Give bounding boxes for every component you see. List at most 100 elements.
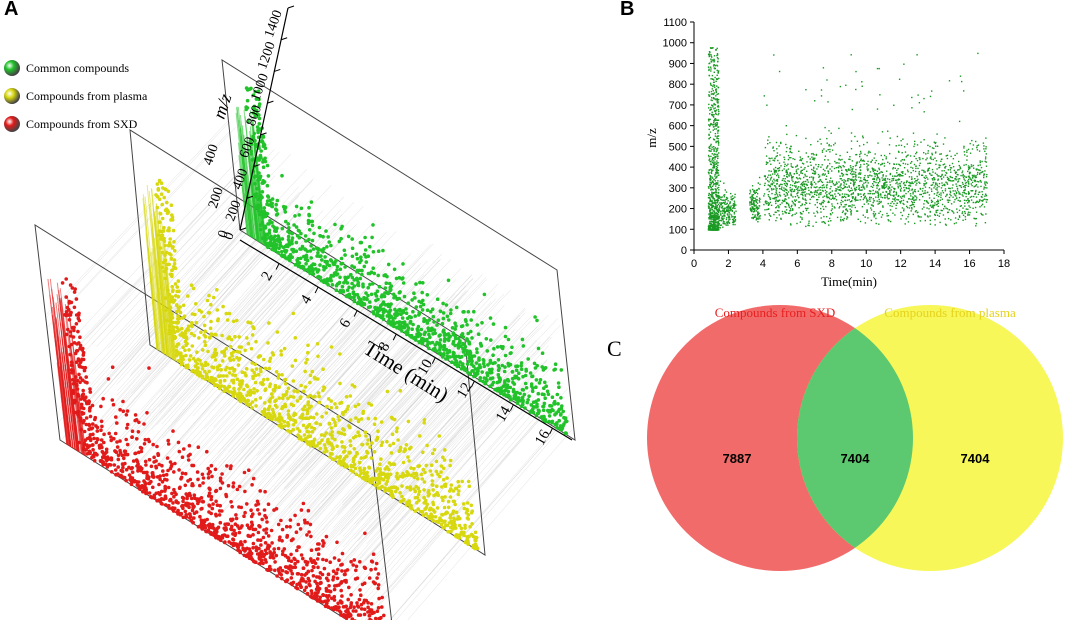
data-point [221, 374, 226, 378]
scatter-point [710, 225, 713, 227]
scatter-point [714, 119, 716, 121]
data-point [409, 315, 414, 320]
scatter-point [717, 101, 719, 103]
data-point [437, 342, 442, 347]
scatter-point [718, 70, 720, 72]
data-point [441, 455, 445, 460]
connector-line [407, 429, 573, 620]
data-point [95, 429, 100, 433]
scatter-point [735, 210, 737, 212]
data-point [311, 272, 316, 276]
data-point [107, 457, 111, 461]
data-point [474, 361, 479, 365]
scatter-point [718, 189, 720, 191]
data-point [196, 366, 200, 370]
data-point [246, 403, 251, 407]
scatter-point [709, 216, 711, 218]
data-point [406, 419, 411, 424]
stem-line [240, 146, 251, 237]
scatter-point [711, 212, 713, 215]
data-point [286, 229, 290, 234]
scatter-point [714, 188, 716, 190]
scatter-point [717, 102, 719, 104]
data-point [457, 489, 461, 493]
data-point [328, 589, 333, 594]
data-point [355, 292, 360, 297]
data-point [413, 314, 418, 318]
data-point [256, 130, 260, 135]
data-point [113, 449, 117, 453]
data-point [243, 489, 247, 494]
connector-line [349, 367, 531, 572]
stem-line [158, 268, 168, 356]
data-point [357, 460, 362, 465]
data-point [355, 604, 360, 608]
data-point [475, 323, 480, 327]
data-point [374, 561, 379, 566]
data-point [380, 484, 384, 489]
data-point [321, 234, 325, 239]
mz-tick [280, 37, 288, 41]
data-point [174, 320, 179, 325]
data-point [262, 413, 266, 417]
data-point [150, 495, 154, 500]
data-point [283, 382, 288, 386]
data-point [246, 320, 250, 325]
data-point [359, 255, 363, 259]
scatter-point [717, 195, 719, 197]
data-point [401, 276, 405, 280]
data-point [331, 575, 336, 579]
data-point [372, 422, 377, 427]
data-point [244, 86, 249, 90]
data-point [305, 424, 310, 429]
scatter-point [713, 224, 716, 226]
scatter-point [717, 172, 719, 174]
data-point [289, 552, 293, 557]
data-point [275, 212, 280, 216]
data-point [466, 542, 471, 546]
scatter-point [721, 212, 724, 214]
scatter-point [709, 136, 711, 139]
data-point [142, 442, 147, 446]
data-point [305, 562, 309, 567]
scatter-point [710, 214, 712, 217]
scatter-point [710, 58, 712, 60]
data-point [188, 354, 193, 358]
data-point [290, 364, 295, 368]
data-point [381, 248, 385, 253]
data-point [469, 362, 474, 367]
scatter-point [713, 212, 716, 214]
scatter-point [719, 213, 722, 215]
data-point [183, 471, 188, 476]
data-point [354, 568, 358, 573]
series-sxd-points [47, 277, 386, 620]
depth-tick-label: 200 [206, 186, 227, 211]
scatter-point [721, 217, 723, 219]
data-point [203, 340, 207, 344]
data-point [183, 339, 188, 344]
connector-line [343, 345, 526, 547]
data-point [375, 435, 380, 440]
scatter-point [714, 161, 716, 163]
data-point [174, 344, 179, 349]
data-point [379, 443, 384, 448]
scatter-point [717, 78, 719, 80]
scatter-point [725, 191, 728, 193]
data-point [133, 451, 137, 456]
data-point [206, 476, 211, 480]
data-point [308, 380, 312, 385]
data-point [350, 246, 355, 251]
data-point [345, 454, 349, 459]
data-point [434, 469, 439, 474]
scatter-point [712, 124, 714, 126]
data-point [91, 448, 95, 452]
data-point [190, 508, 195, 513]
scatter-point [717, 198, 719, 201]
data-point [334, 405, 339, 410]
scatter-point [715, 220, 717, 222]
data-point [357, 474, 362, 478]
scatter-point [716, 200, 719, 203]
panel-label-c: C [607, 336, 622, 361]
stem-line [59, 336, 74, 449]
data-point [362, 607, 367, 612]
